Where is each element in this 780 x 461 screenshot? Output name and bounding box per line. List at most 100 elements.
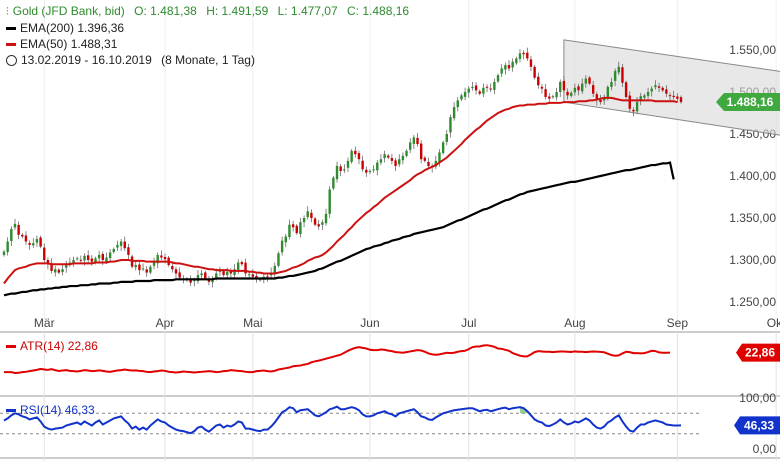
candle-body xyxy=(90,258,94,262)
candle-body xyxy=(21,234,24,237)
candle-body xyxy=(482,87,485,94)
ema200-value: 1.396,36 xyxy=(77,21,125,35)
candle-body xyxy=(101,253,105,260)
candle-body xyxy=(379,159,383,163)
candle-body xyxy=(668,95,672,97)
candle-body xyxy=(419,143,423,160)
candle-body xyxy=(441,142,445,153)
atr-swatch-icon xyxy=(6,345,16,349)
ema50-line xyxy=(3,96,678,285)
candle-body xyxy=(460,95,463,100)
candle-body xyxy=(35,239,39,243)
candle-body xyxy=(500,68,503,74)
candle-body xyxy=(163,256,167,260)
candle-body xyxy=(229,270,233,274)
candle-body xyxy=(518,53,522,59)
candle-body xyxy=(409,142,412,150)
candle-body xyxy=(72,260,75,263)
candle-body xyxy=(394,160,397,166)
candle-body xyxy=(628,95,631,109)
ema50-value: 1.488,31 xyxy=(70,37,118,51)
rsi-label: RSI(14) xyxy=(20,403,62,417)
candle-body xyxy=(544,89,547,98)
ema50-swatch-icon xyxy=(6,43,16,47)
candle-body xyxy=(108,252,112,258)
candle-body xyxy=(357,153,361,160)
clock-icon xyxy=(6,55,17,67)
candle-body xyxy=(127,247,130,255)
candle-body xyxy=(339,166,342,171)
candle-body xyxy=(57,269,61,273)
candle-body xyxy=(383,154,386,159)
candle-body xyxy=(97,254,101,259)
candle-body xyxy=(434,160,438,167)
candle-body xyxy=(75,258,79,260)
candle-body xyxy=(324,213,328,224)
atr-label: ATR(14) xyxy=(20,339,65,353)
candle-body xyxy=(493,81,496,90)
rsi-swatch-icon xyxy=(6,409,16,413)
candle-body xyxy=(438,152,441,163)
candle-body xyxy=(372,169,375,171)
candle-body xyxy=(661,87,664,91)
ema200-legend: EMA(200) 1.396,36 xyxy=(6,21,124,36)
candle-body xyxy=(258,279,262,281)
x-tick-label: Sep xyxy=(667,316,689,330)
candle-body xyxy=(456,100,459,108)
candle-body xyxy=(317,224,320,227)
candle-body xyxy=(540,86,544,89)
y-tick-label: 1.400,00 xyxy=(729,169,776,183)
high-value: H: 1.491,59 xyxy=(206,4,269,18)
candle-body xyxy=(288,224,291,237)
candle-body xyxy=(86,255,90,260)
candle-body xyxy=(537,76,540,86)
candle-body xyxy=(237,262,240,270)
candle-body xyxy=(24,235,28,242)
candle-body xyxy=(390,158,394,161)
candle-body xyxy=(526,52,529,59)
candle-body xyxy=(178,272,181,278)
period-text: (8 Monate, 1 Tag) xyxy=(161,53,255,67)
atr-badge-label: 22,86 xyxy=(745,346,775,360)
ema200-swatch-icon xyxy=(6,27,16,31)
candle-body xyxy=(171,266,174,270)
candle-body xyxy=(141,268,145,270)
candle-body xyxy=(189,279,192,283)
candle-body xyxy=(676,96,679,99)
candle-body xyxy=(599,99,602,103)
y-tick-label: 1.300,00 xyxy=(729,253,776,267)
candle-body xyxy=(566,91,569,96)
candle-body xyxy=(496,75,500,82)
candle-body xyxy=(50,263,53,271)
candle-body xyxy=(555,92,558,98)
candle-body xyxy=(240,262,244,265)
candle-body xyxy=(570,92,573,96)
candle-body xyxy=(255,275,258,279)
candle-body xyxy=(247,274,251,276)
candle-body xyxy=(485,86,489,88)
candle-body xyxy=(273,265,276,274)
candle-body xyxy=(284,236,287,243)
candle-body xyxy=(61,269,64,273)
candle-body xyxy=(551,96,555,98)
x-tick-label: Apr xyxy=(156,316,175,330)
candle-body xyxy=(449,117,452,133)
candle-body xyxy=(302,218,306,223)
candle-body xyxy=(233,269,236,275)
candle-body xyxy=(215,273,218,278)
candle-body xyxy=(398,159,401,165)
candle-body xyxy=(588,77,591,84)
candle-body xyxy=(646,92,650,96)
y-tick-label: 1.250,00 xyxy=(729,295,776,309)
candle-body xyxy=(679,97,683,103)
candle-body xyxy=(116,244,119,248)
candle-body xyxy=(463,92,467,97)
candle-body xyxy=(54,269,57,273)
candle-body xyxy=(427,161,430,166)
candle-body xyxy=(313,218,317,225)
candle-body xyxy=(280,240,284,253)
atr-value: 22,86 xyxy=(67,339,98,353)
candle-body xyxy=(511,61,514,68)
candle-body xyxy=(665,89,668,94)
candle-body xyxy=(606,86,610,99)
